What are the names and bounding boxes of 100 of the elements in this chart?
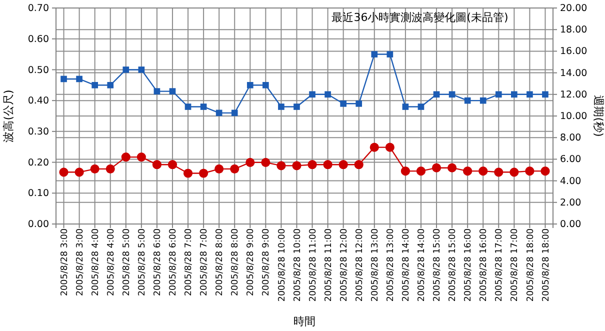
y-tick-label: 0.50 — [28, 64, 49, 76]
x-tick-label: 2005/8/28 14:00 — [401, 228, 412, 302]
point — [214, 164, 224, 174]
point — [136, 152, 146, 162]
point — [107, 82, 114, 88]
y2-tick-label: 2.00 — [560, 197, 582, 208]
point — [338, 160, 348, 170]
point — [511, 91, 518, 98]
x-tick-label: 2005/8/28 9:00 — [262, 228, 272, 296]
y2-tick-label: 12.00 — [560, 89, 588, 100]
point — [200, 104, 207, 110]
y-tick-label: 0.10 — [28, 188, 49, 200]
x-tick-label: 2005/8/28 12:00 — [339, 228, 350, 302]
x-tick-label: 2005/8/28 16:00 — [464, 228, 474, 302]
point — [294, 104, 300, 110]
point — [154, 88, 160, 94]
y2-tick-label: 16.00 — [560, 46, 588, 58]
point — [400, 166, 410, 176]
y-tick-label: 0.70 — [28, 3, 49, 14]
x-tick-label: 2005/8/28 11:00 — [324, 228, 334, 302]
x-tick-label: 2005/8/28 17:00 — [494, 228, 505, 302]
point — [262, 82, 269, 88]
point — [278, 104, 284, 110]
point — [340, 100, 346, 107]
point — [292, 161, 302, 170]
point — [90, 164, 100, 174]
point — [448, 163, 457, 172]
point — [356, 100, 362, 107]
x-tick-label: 2005/8/28 18:00 — [541, 228, 552, 302]
point — [354, 160, 364, 170]
point — [59, 168, 68, 177]
point — [495, 91, 502, 98]
point — [216, 110, 222, 116]
x-tick-label: 2005/8/28 7:00 — [200, 228, 210, 296]
x-tick-label: 2005/8/28 6:00 — [168, 228, 179, 296]
x-tick-label: 2005/8/28 10:00 — [277, 228, 288, 302]
point — [152, 160, 162, 170]
point — [199, 168, 208, 178]
point — [385, 142, 394, 152]
point — [122, 66, 130, 73]
y2-tick-label: 0.00 — [560, 219, 582, 230]
point — [138, 66, 145, 73]
point — [184, 104, 192, 110]
y2-tick-label: 20.00 — [560, 3, 588, 14]
x-tick-label: 2005/8/28 13:00 — [386, 228, 396, 302]
x-tick-label: 2005/8/28 4:00 — [106, 228, 116, 296]
point — [76, 76, 82, 82]
x-tick-label: 2005/8/28 11:00 — [308, 228, 318, 302]
y-axis-title: 波高(公尺) — [2, 90, 15, 142]
y2-tick-label: 8.00 — [560, 132, 582, 144]
x-tick-label: 2005/8/28 10:00 — [292, 228, 303, 302]
x-tick-label: 2005/8/28 3:00 — [60, 228, 70, 296]
x-tick-label: 2005/8/28 15:00 — [432, 228, 443, 302]
point — [261, 158, 270, 167]
y-tick-label: 0.00 — [28, 219, 49, 230]
point — [169, 88, 176, 94]
x-tick-label: 2005/8/28 5:00 — [137, 228, 148, 296]
point — [526, 91, 533, 98]
point — [370, 142, 379, 152]
point — [92, 82, 98, 88]
y2-tick-label: 6.00 — [560, 154, 582, 166]
point — [308, 160, 317, 170]
x-tick-label: 2005/8/28 12:00 — [354, 228, 365, 302]
y-tick-label: 0.20 — [28, 157, 49, 168]
y2-tick-label: 4.00 — [560, 176, 582, 187]
x-tick-label: 2005/8/28 8:00 — [230, 228, 241, 296]
y-tick-label: 0.30 — [28, 126, 49, 138]
x-tick-label: 2005/8/28 3:00 — [75, 228, 86, 296]
point — [309, 91, 316, 98]
x-tick-label: 2005/8/28 4:00 — [90, 228, 101, 296]
point — [323, 160, 332, 170]
point — [402, 104, 409, 110]
point — [510, 168, 519, 177]
x-tick-label: 2005/8/28 15:00 — [448, 228, 458, 302]
x-axis-title: 時間 — [294, 315, 316, 328]
point — [525, 166, 534, 176]
point — [324, 91, 331, 98]
y2-axis-title: 週期(秒) — [592, 95, 605, 137]
point — [246, 158, 255, 167]
point — [480, 97, 486, 104]
point — [74, 168, 84, 177]
point — [121, 152, 130, 162]
point — [416, 166, 426, 176]
point — [230, 164, 240, 174]
point — [106, 164, 115, 174]
point — [433, 91, 440, 98]
x-tick-label: 2005/8/28 14:00 — [417, 228, 428, 302]
point — [386, 51, 394, 58]
point — [432, 163, 442, 172]
point — [60, 76, 67, 82]
point — [464, 97, 471, 104]
x-tick-label: 2005/8/28 13:00 — [370, 228, 380, 302]
point — [542, 91, 548, 98]
x-tick-label: 2005/8/28 18:00 — [526, 228, 536, 302]
y2-tick-label: 18.00 — [560, 24, 588, 36]
x-tick-label: 2005/8/28 9:00 — [246, 228, 256, 296]
point — [183, 168, 193, 178]
point — [231, 110, 238, 116]
point — [463, 166, 472, 176]
point — [371, 51, 378, 58]
